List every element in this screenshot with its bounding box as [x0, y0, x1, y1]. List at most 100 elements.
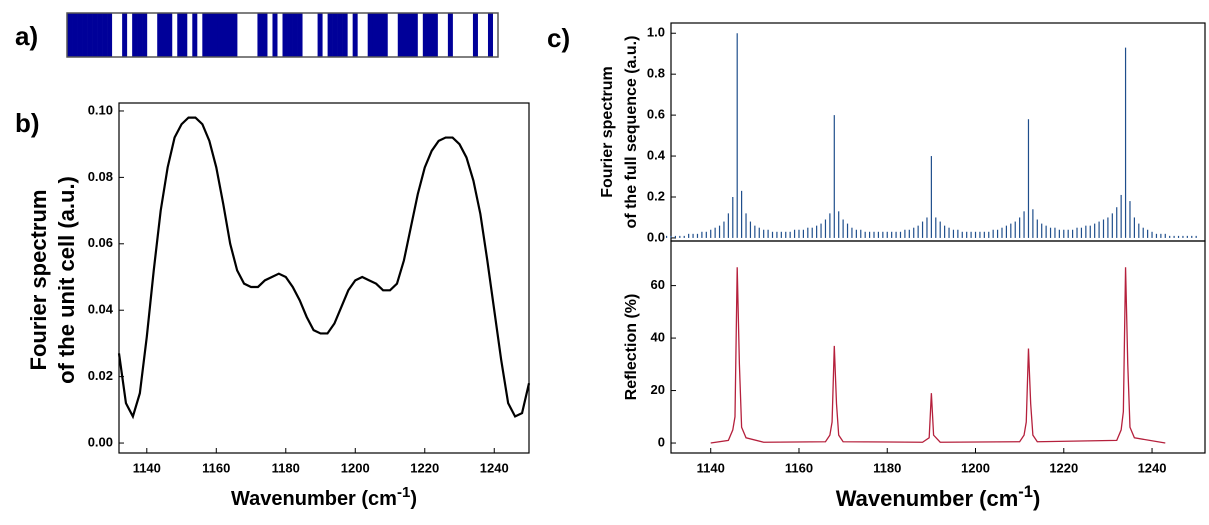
sequence-cell	[482, 13, 489, 57]
x-tick-label: 1140	[697, 460, 725, 475]
sequence-cell	[442, 13, 449, 57]
sequence-cell	[387, 13, 394, 57]
sequence-cell	[82, 13, 88, 57]
x-tick-label: 1200	[341, 460, 370, 475]
sequence-cell	[317, 13, 323, 57]
y-tick-label: 0.06	[88, 235, 113, 250]
sequence-cell	[87, 13, 93, 57]
y-tick-label: 0.04	[88, 302, 114, 317]
sequence-cell	[382, 13, 389, 57]
x-tick-label: 1180	[272, 460, 300, 475]
sequence-cell	[302, 13, 308, 57]
y-tick-label: 0.0	[647, 229, 665, 244]
sequence-cell	[147, 13, 153, 57]
y-tick-label: 0.02	[88, 368, 113, 383]
sequence-cell	[352, 13, 358, 57]
sequence-cell	[492, 13, 499, 57]
sequence-cell	[172, 13, 178, 57]
x-tick-label: 1240	[480, 460, 509, 475]
x-tick-label: 1240	[1138, 460, 1167, 475]
y-tick-label: 0.10	[88, 102, 113, 117]
sequence-cell	[202, 13, 208, 57]
x-tick-label: 1160	[785, 460, 813, 475]
sequence-cell	[372, 13, 379, 57]
y-tick-label: 0.8	[647, 66, 665, 81]
sequence-cell	[127, 13, 133, 57]
sequence-cell	[412, 13, 419, 57]
y-tick-label: 1.0	[647, 25, 665, 40]
sequence-cell	[452, 13, 459, 57]
sequence-cell	[177, 13, 183, 57]
data-line	[117, 116, 531, 420]
sequence-cell	[72, 13, 78, 57]
y-axis-label: of the unit cell (a.u.)	[54, 176, 79, 384]
sequence-cell	[67, 13, 73, 57]
sequence-cell	[402, 13, 409, 57]
sequence-cell	[187, 13, 193, 57]
x-axis-label-part: )	[410, 488, 417, 510]
sequence-cell	[262, 13, 268, 57]
sequence-cell	[117, 13, 123, 57]
y-tick-label: 0.6	[647, 107, 665, 122]
sequence-cell	[322, 13, 328, 57]
data-line	[710, 267, 1166, 444]
sequence-cell	[227, 13, 233, 57]
sequence-cell	[272, 13, 278, 57]
sequence-cell	[457, 13, 464, 57]
sequence-cell	[247, 13, 253, 57]
sequence-cell	[97, 13, 103, 57]
sequence-cell	[107, 13, 113, 57]
sequence-cell	[307, 13, 313, 57]
sequence-cell	[192, 13, 198, 57]
sequence-cell	[337, 13, 343, 57]
y-tick-label: 0.2	[647, 188, 665, 203]
y-axis-label: Reflection (%)	[623, 294, 640, 401]
sequence-cell	[282, 13, 288, 57]
sequence-cell	[142, 13, 148, 57]
x-tick-label: 1180	[873, 460, 901, 475]
sequence-cell	[277, 13, 283, 57]
sequence-cell	[467, 13, 474, 57]
sequence-cell	[427, 13, 434, 57]
x-axis-label: Wavenumber (cm-1)	[836, 483, 1041, 510]
sequence-cell	[112, 13, 118, 57]
sequence-cell	[437, 13, 444, 57]
sequence-cell	[217, 13, 223, 57]
sequence-cell	[212, 13, 218, 57]
x-tick-label: 1220	[410, 460, 439, 475]
sequence-cell	[197, 13, 203, 57]
sequence-cell	[242, 13, 248, 57]
y-tick-label: 0.08	[88, 169, 113, 184]
sequence-cell	[422, 13, 429, 57]
plot-frame	[670, 240, 1206, 454]
sequence-cell	[342, 13, 348, 57]
plot-frame	[118, 102, 530, 454]
sequence-cell	[232, 13, 238, 57]
y-tick-label: 60	[651, 277, 665, 292]
panel-label: c)	[547, 23, 570, 53]
sequence-cell	[297, 13, 303, 57]
sequence-cell	[137, 13, 143, 57]
panel-label: b)	[15, 108, 40, 138]
sequence-cell	[397, 13, 404, 57]
sequence-cell	[432, 13, 439, 57]
sequence-cell	[362, 13, 368, 57]
sequence-cell	[132, 13, 138, 57]
y-axis-label: Fourier spectrum	[599, 66, 616, 198]
sequence-cell	[327, 13, 333, 57]
x-axis-label-part: -1	[1018, 483, 1033, 501]
sequence-cell	[417, 13, 424, 57]
panel-label: a)	[15, 21, 38, 51]
sequence-cell	[222, 13, 228, 57]
sequence-cell	[367, 13, 374, 57]
sequence-cell	[77, 13, 83, 57]
y-tick-label: 40	[651, 330, 665, 345]
sequence-cell	[472, 13, 479, 57]
x-tick-label: 1160	[202, 460, 230, 475]
x-axis-label-part: -1	[397, 484, 410, 501]
sequence-frame	[66, 12, 499, 58]
sequence-cell	[462, 13, 469, 57]
sequence-cell	[157, 13, 163, 57]
sequence-cell	[257, 13, 263, 57]
